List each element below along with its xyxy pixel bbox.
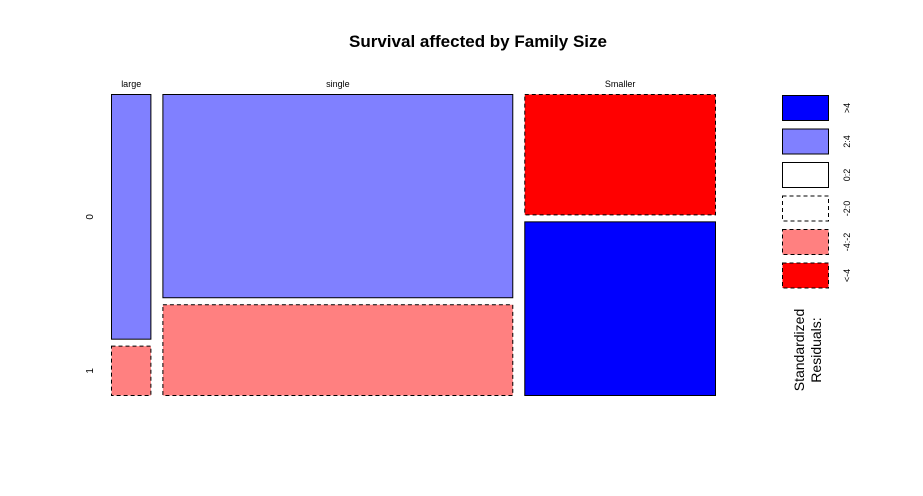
mosaic-labels: large single Smaller 0 1 — [85, 79, 635, 374]
residual-legend: >4 2:4 0:2 -2:0 -4:-2 <-4 Standardized Residual… — [782, 95, 852, 392]
legend-swatch-4 — [782, 95, 829, 121]
legend-swatch-2-4 — [782, 128, 829, 155]
tile-large-1 — [111, 345, 152, 396]
legend-swatch-2-0 — [782, 195, 829, 222]
legend-title-line: Standardized — [791, 309, 807, 392]
legend-swatch-4 — [782, 262, 829, 289]
column-label-large: large — [121, 79, 141, 89]
legend-swatch-4-2 — [782, 229, 829, 255]
legend-label: >4 — [842, 103, 852, 113]
legend-label: -2:0 — [842, 201, 852, 217]
mosaic-tiles — [111, 94, 717, 396]
tile-large-0 — [111, 94, 152, 340]
chart-title: Survival affected by Family Size — [349, 32, 607, 51]
legend-label: 0:2 — [842, 169, 852, 182]
row-label-0: 0 — [85, 214, 96, 220]
legend-label: 2:4 — [842, 135, 852, 148]
legend-label: -4:-2 — [842, 233, 852, 252]
tile-single-0 — [162, 94, 514, 299]
row-label-1: 1 — [85, 368, 96, 374]
legend-swatch-0-2 — [782, 162, 829, 188]
tile-smaller-1 — [524, 221, 717, 396]
tile-single-1 — [162, 304, 514, 396]
legend-title-line: Residuals: — [808, 317, 824, 382]
column-label-smaller: Smaller — [605, 79, 636, 89]
column-label-single: single — [326, 79, 350, 89]
tile-smaller-0 — [524, 94, 717, 216]
legend-label: <-4 — [842, 269, 852, 282]
